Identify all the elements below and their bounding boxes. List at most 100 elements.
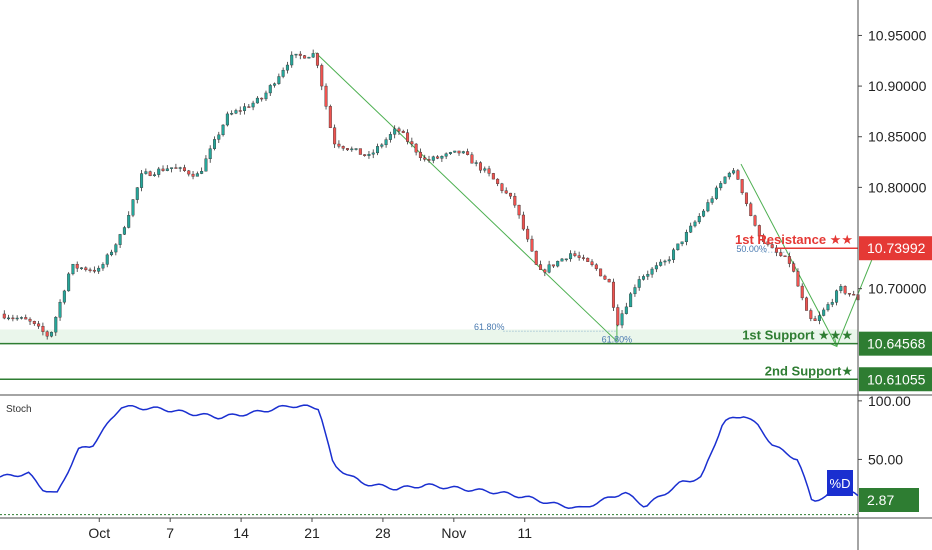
candle-body bbox=[436, 156, 440, 159]
candle-body bbox=[101, 264, 105, 269]
time-tick-label: 14 bbox=[233, 525, 249, 541]
stoch-tick-label: 100.00 bbox=[868, 393, 911, 409]
candle-body bbox=[697, 216, 701, 223]
candle-body bbox=[624, 306, 628, 314]
candle-body bbox=[204, 158, 208, 172]
candle-body bbox=[835, 290, 839, 303]
candle-body bbox=[2, 313, 6, 319]
candle-body bbox=[787, 256, 791, 264]
candle-body bbox=[817, 315, 821, 321]
candle-body bbox=[277, 76, 281, 84]
candle-body bbox=[148, 171, 152, 177]
candle-body bbox=[637, 279, 641, 288]
candle-body bbox=[633, 287, 637, 295]
candle-body bbox=[311, 53, 315, 58]
candle-body bbox=[221, 124, 225, 136]
candle-body bbox=[97, 267, 101, 272]
candle-body bbox=[140, 173, 144, 188]
candle-body bbox=[650, 268, 654, 275]
candle-body bbox=[457, 150, 461, 154]
candle-body bbox=[719, 183, 723, 189]
candle-body bbox=[200, 170, 204, 174]
candle-body bbox=[388, 134, 392, 140]
level-label-2: 2nd Support★ bbox=[765, 363, 853, 378]
candle-body bbox=[792, 263, 796, 272]
candle-body bbox=[526, 228, 530, 240]
candle-body bbox=[779, 252, 783, 257]
candle-body bbox=[672, 249, 676, 260]
candle-body bbox=[642, 276, 646, 280]
candle-body bbox=[212, 139, 216, 149]
candle-body bbox=[663, 260, 667, 263]
candle-body bbox=[727, 172, 731, 178]
candle-body bbox=[281, 69, 285, 77]
candle-body bbox=[757, 225, 761, 237]
candle-body bbox=[783, 255, 787, 258]
candle-body bbox=[71, 263, 75, 275]
candle-body bbox=[839, 286, 843, 291]
candle-body bbox=[187, 170, 191, 175]
candle-body bbox=[629, 293, 633, 308]
fib-annotations: 61.80% 61.80% 50.00% bbox=[474, 244, 767, 344]
candle-body bbox=[350, 148, 354, 151]
candle-body bbox=[45, 331, 49, 337]
time-tick-label: 21 bbox=[304, 525, 320, 541]
time-tick-label: Nov bbox=[441, 525, 466, 541]
candle-body bbox=[611, 281, 615, 308]
candle-body bbox=[560, 258, 564, 262]
candle-body bbox=[182, 167, 186, 172]
candles bbox=[2, 49, 860, 340]
candle-body bbox=[504, 190, 508, 194]
stoch-axis-ticks: 100.00 50.00 bbox=[858, 393, 911, 467]
candle-body bbox=[659, 261, 663, 266]
level-lines bbox=[0, 247, 858, 381]
candle-body bbox=[749, 203, 753, 217]
candle-body bbox=[165, 168, 169, 171]
candle-body bbox=[569, 253, 573, 260]
candle-body bbox=[573, 253, 577, 256]
candle-body bbox=[88, 269, 92, 272]
candle-body bbox=[320, 65, 324, 87]
candle-body bbox=[161, 168, 165, 171]
candle-body bbox=[367, 153, 371, 156]
candle-body bbox=[513, 195, 517, 206]
candle-body bbox=[723, 176, 727, 184]
candle-body bbox=[732, 170, 736, 174]
candle-body bbox=[410, 141, 414, 145]
candle-body bbox=[251, 102, 255, 108]
candle-body bbox=[178, 167, 182, 169]
candle-body bbox=[470, 154, 474, 164]
candle-body bbox=[762, 235, 766, 242]
candle-body bbox=[324, 85, 328, 107]
candle-body bbox=[208, 148, 212, 160]
candle-body bbox=[800, 285, 804, 299]
candle-body bbox=[680, 241, 684, 245]
time-tick-label: 28 bbox=[375, 525, 391, 541]
level-value-1: 10.64568 bbox=[867, 336, 926, 352]
candle-body bbox=[414, 143, 418, 153]
candle-body bbox=[509, 192, 513, 197]
fib-leg-1 bbox=[315, 52, 618, 342]
candle-body bbox=[131, 199, 135, 216]
candle-body bbox=[603, 275, 607, 280]
candle-body bbox=[474, 162, 478, 164]
level-value-box-1 bbox=[859, 331, 932, 356]
stoch-last-value-box bbox=[859, 488, 919, 512]
candle-body bbox=[84, 267, 88, 271]
time-tick-label: 11 bbox=[517, 525, 532, 541]
candle-body bbox=[11, 317, 15, 320]
candle-body bbox=[15, 317, 19, 320]
candle-body bbox=[238, 110, 242, 112]
candle-body bbox=[75, 263, 79, 269]
candle-body bbox=[58, 301, 62, 318]
candle-body bbox=[371, 152, 375, 155]
candle-body bbox=[418, 151, 422, 158]
candle-body bbox=[62, 290, 66, 303]
price-tick-label: 10.85000 bbox=[868, 129, 927, 145]
candle-body bbox=[380, 144, 384, 147]
candle-body bbox=[847, 293, 851, 295]
candle-body bbox=[49, 331, 53, 337]
level-labels: 1st Resistance ★★ 10.73992 1st Support ★★★… bbox=[735, 232, 932, 392]
